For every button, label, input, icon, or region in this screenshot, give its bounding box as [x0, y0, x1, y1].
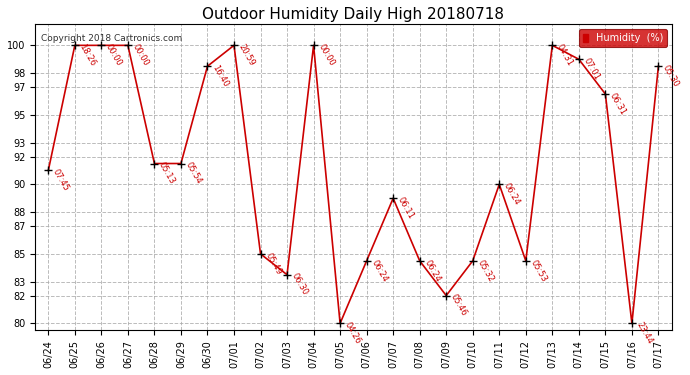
Text: Copyright 2018 Cartronics.com: Copyright 2018 Cartronics.com: [41, 34, 183, 43]
Text: 07:45: 07:45: [51, 168, 71, 193]
Title: Outdoor Humidity Daily High 20180718: Outdoor Humidity Daily High 20180718: [202, 7, 504, 22]
Text: 05:32: 05:32: [475, 258, 495, 283]
Text: 06:11: 06:11: [396, 195, 415, 220]
Text: 20:59: 20:59: [237, 43, 257, 68]
Text: 06:31: 06:31: [608, 91, 628, 117]
Text: 18:26: 18:26: [77, 43, 97, 68]
Text: 23:44: 23:44: [635, 321, 654, 346]
Text: 06:24: 06:24: [422, 258, 442, 283]
Text: 00:00: 00:00: [130, 43, 150, 68]
Text: 05:53: 05:53: [529, 258, 549, 283]
Text: 04:31: 04:31: [555, 43, 575, 68]
Text: 06:24: 06:24: [502, 182, 522, 207]
Text: 00:00: 00:00: [316, 43, 336, 68]
Text: 05:49: 05:49: [264, 251, 283, 276]
Text: 05:54: 05:54: [184, 161, 204, 186]
Text: 16:40: 16:40: [210, 63, 230, 88]
Text: 05:46: 05:46: [449, 293, 469, 318]
Legend: Humidity  (%): Humidity (%): [579, 29, 667, 47]
Text: 05:13: 05:13: [157, 161, 177, 186]
Text: 00:00: 00:00: [104, 43, 124, 68]
Text: 06:24: 06:24: [369, 258, 389, 283]
Text: 05:30: 05:30: [661, 63, 681, 88]
Text: 07:01: 07:01: [582, 57, 602, 82]
Text: 04:26: 04:26: [343, 321, 363, 346]
Text: 06:30: 06:30: [290, 272, 310, 297]
